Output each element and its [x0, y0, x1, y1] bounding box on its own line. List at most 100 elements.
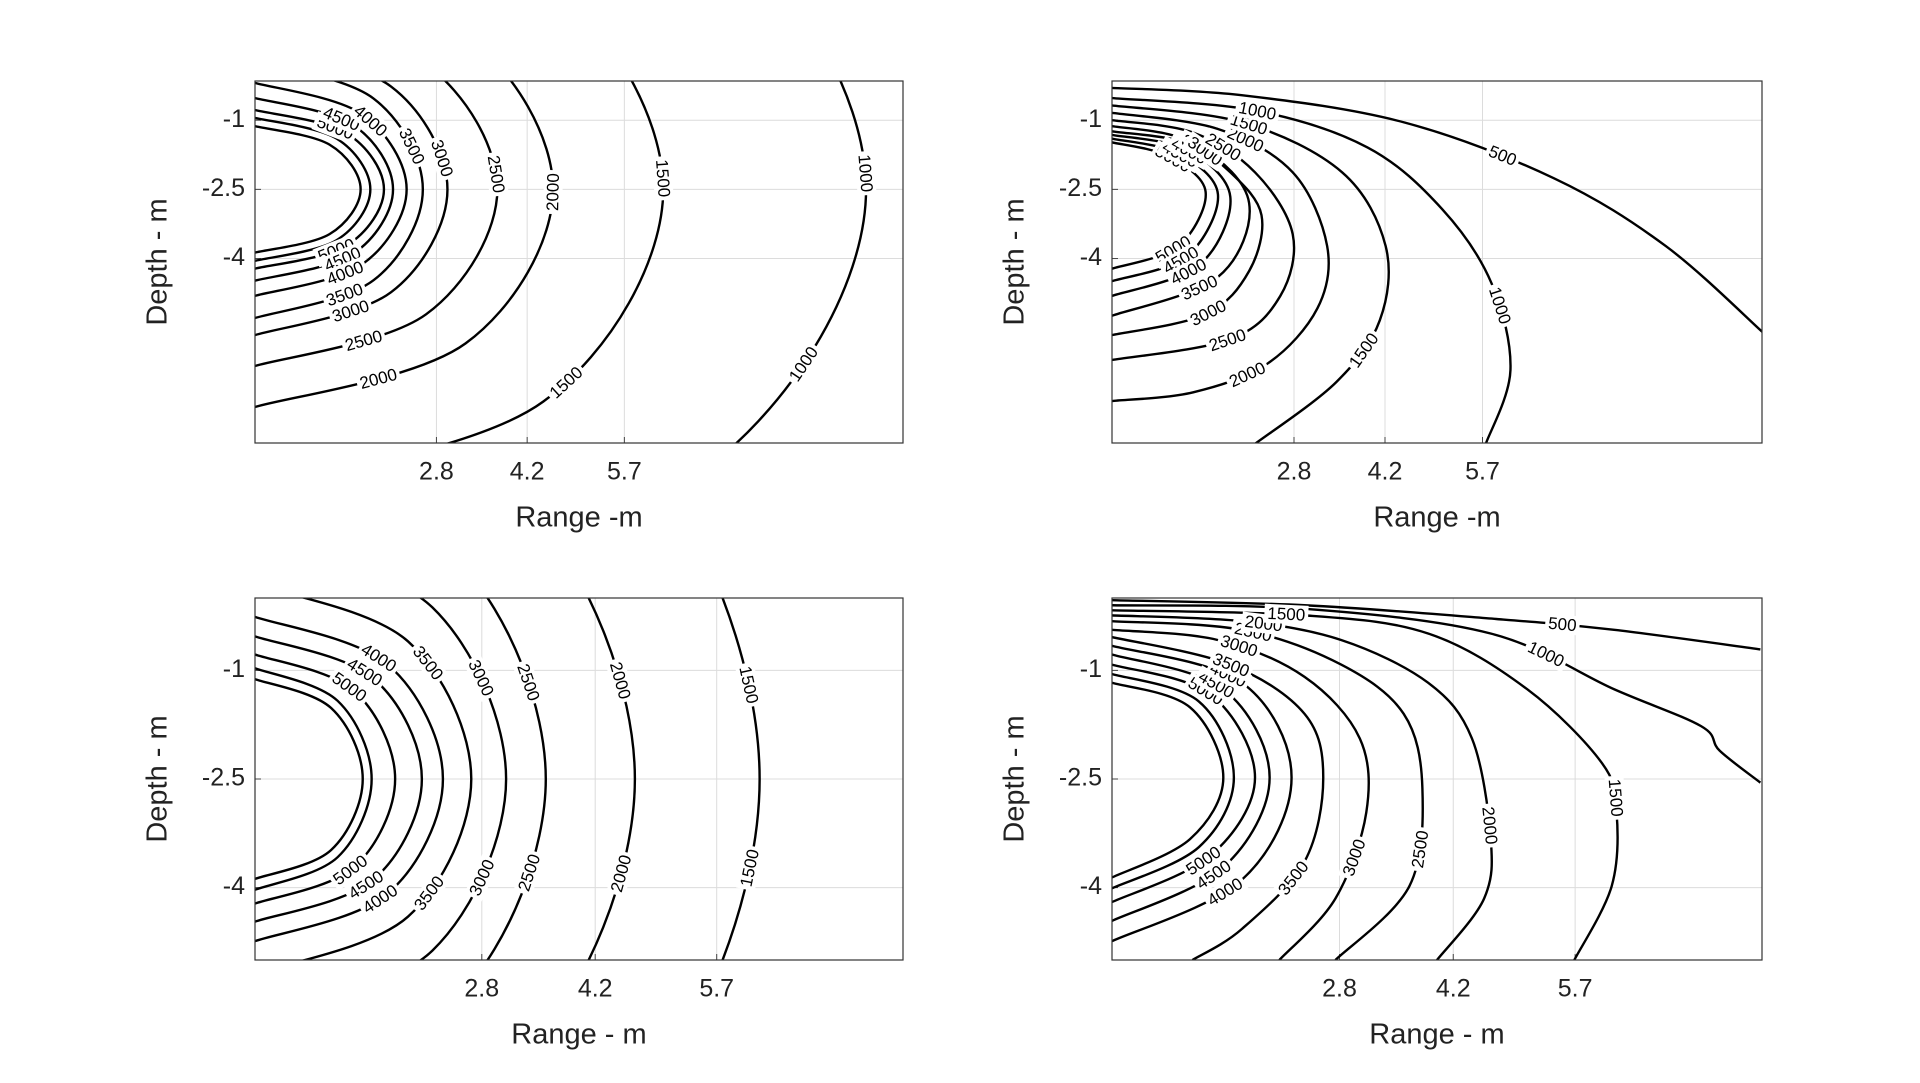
- contour-line: [255, 677, 364, 881]
- contour-labels: 5000500045004500400040003500350030003000…: [325, 638, 764, 920]
- y-tick-label: -2.5: [202, 174, 245, 202]
- contour-line: [1112, 598, 1761, 651]
- contour-label-bg: [464, 853, 500, 902]
- contour-label-bg: [543, 360, 589, 405]
- y-tick-label: -4: [1080, 872, 1102, 900]
- contour-label-bg: [408, 870, 450, 917]
- x-tick-label: 2.8: [1322, 975, 1357, 1003]
- contour-label-bg: [339, 325, 388, 356]
- x-tick-label: 2.8: [464, 975, 499, 1003]
- contour-label-bg: [1343, 327, 1385, 374]
- x-tick-label: 5.7: [1558, 975, 1593, 1003]
- contour-label: 2000: [1477, 802, 1502, 849]
- contour-line: [1112, 111, 1330, 403]
- contour-label-bg: [1223, 356, 1272, 393]
- contour-label-bg: [463, 654, 499, 702]
- contour-label-bg: [1483, 140, 1523, 172]
- contour-label-bg: [1263, 603, 1309, 625]
- contour-label-bg: [325, 666, 373, 708]
- contour-label-bg: [1544, 613, 1581, 636]
- contour-label: 2500: [1407, 826, 1433, 873]
- contours: [255, 598, 761, 960]
- y-axis-label: Depth - m: [142, 198, 174, 325]
- contour-label-bg: [736, 844, 764, 892]
- contour-label-bg: [393, 122, 430, 171]
- contour-line: [255, 653, 397, 905]
- contour-label-text: 1500: [1605, 778, 1627, 817]
- axes-box: [254, 80, 904, 444]
- contour-label: 1500: [1604, 775, 1627, 821]
- contour-label-bg: [1604, 775, 1627, 821]
- contour-label-bg: [542, 169, 564, 215]
- contour-label-bg: [1164, 253, 1213, 291]
- contour-label-bg: [1192, 665, 1241, 704]
- x-tick-label: 5.7: [699, 975, 734, 1003]
- contour-label-bg: [327, 849, 374, 891]
- contour-line: [1112, 672, 1236, 890]
- contour-line: [255, 125, 362, 254]
- x-axis-label: Range - m: [511, 1019, 646, 1051]
- y-tick-label: -1: [1080, 105, 1102, 133]
- contour-label-bg: [513, 848, 546, 897]
- x-tick-label: 4.2: [1436, 975, 1471, 1003]
- contour-label-bg: [1201, 872, 1249, 912]
- contour-label-bg: [342, 865, 390, 905]
- contour-line: [1112, 86, 1762, 334]
- y-tick-label: -4: [1080, 243, 1102, 271]
- y-tick-label: -4: [223, 243, 245, 271]
- contour-label-bg: [1149, 230, 1197, 269]
- contour-label-bg: [1221, 121, 1270, 158]
- x-tick-label: 4.2: [578, 975, 613, 1003]
- contour-label-bg: [1184, 294, 1233, 332]
- contour-label-bg: [321, 256, 370, 291]
- contour-label: 2500: [483, 150, 509, 198]
- y-tick-label: -2.5: [202, 764, 245, 792]
- y-tick-label: -1: [223, 655, 245, 683]
- x-axis-label: Range -m: [1373, 502, 1500, 534]
- x-tick-label: 2.8: [1277, 458, 1312, 486]
- y-axis-label: Depth - m: [999, 198, 1031, 325]
- contour-label-bg: [1199, 127, 1247, 167]
- contour-label-bg: [326, 295, 375, 328]
- contour-label-bg: [783, 340, 824, 388]
- contour-label-bg: [1175, 270, 1224, 306]
- contour-label-bg: [341, 652, 389, 692]
- contour-line: [255, 667, 373, 891]
- contour-line: [1112, 644, 1293, 943]
- contour-label-bg: [1337, 833, 1371, 882]
- contour-label-bg: [1203, 324, 1252, 357]
- contour-line: [255, 615, 445, 943]
- contour-label-bg: [1484, 281, 1516, 330]
- contour-line: [300, 598, 473, 960]
- contour-label-bg: [734, 661, 763, 709]
- contour-label-bg: [1407, 826, 1433, 873]
- y-axis-label: Depth - m: [999, 715, 1031, 842]
- contour-label-bg: [1234, 97, 1281, 125]
- contour-line: [255, 116, 372, 263]
- contour-label-text: 1500: [652, 159, 674, 198]
- contour-label-bg: [320, 278, 369, 312]
- y-tick-label: -2.5: [1059, 174, 1102, 202]
- contour-label-bg: [483, 150, 509, 198]
- contour-label-bg: [355, 638, 403, 678]
- contour-line: [418, 598, 508, 960]
- contour-label-bg: [606, 849, 637, 898]
- contour-line: [587, 598, 637, 960]
- contour-label-bg: [317, 101, 366, 137]
- x-tick-label: 4.2: [1368, 458, 1403, 486]
- x-axis-label: Range -m: [515, 502, 642, 534]
- contour-label-bg: [1180, 840, 1227, 882]
- contour-label-text: 2000: [543, 173, 563, 211]
- contour-label: 1000: [854, 150, 877, 196]
- axes-box: [254, 597, 904, 961]
- contour-line: [1112, 681, 1225, 879]
- contour-label-bg: [318, 241, 367, 277]
- contour-label-bg: [1207, 648, 1255, 683]
- y-tick-label: -4: [223, 872, 245, 900]
- contour-line: [1112, 663, 1257, 904]
